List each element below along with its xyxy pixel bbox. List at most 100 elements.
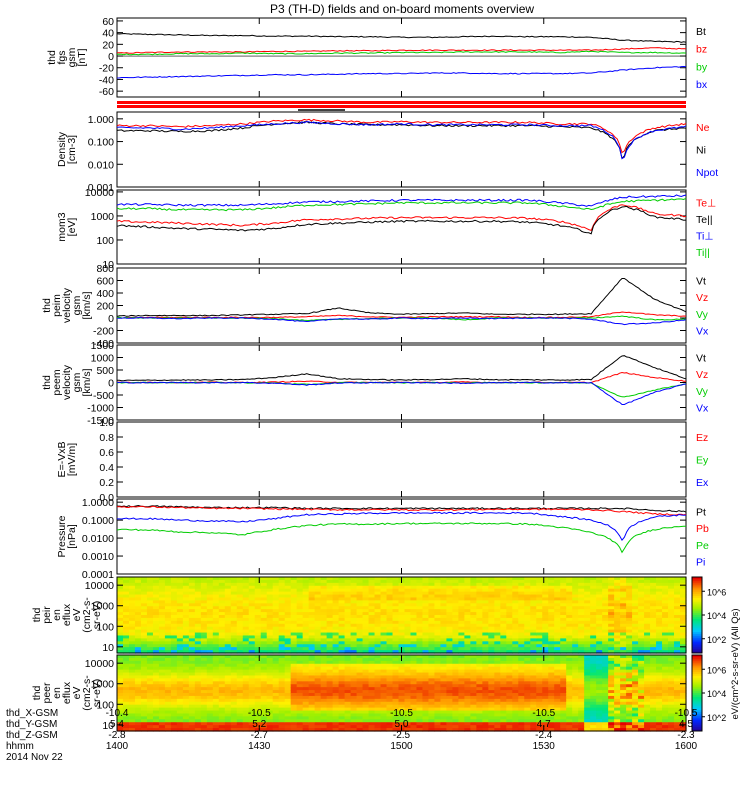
heatmap-cell xyxy=(176,701,184,706)
heatmap-cell xyxy=(374,626,382,631)
heatmap-cell xyxy=(134,606,142,610)
heatmap-cell xyxy=(230,701,238,706)
heatmap-cell xyxy=(572,722,579,726)
heatmap-cell xyxy=(368,695,376,700)
heatmap-cell xyxy=(248,615,256,619)
heatmap-cell xyxy=(158,687,166,691)
heatmap-cell xyxy=(464,609,471,613)
heatmap-cell xyxy=(278,585,286,590)
heatmap-cell xyxy=(128,693,136,697)
heatmap-cell xyxy=(410,660,418,665)
y-tick-label: 0.001 xyxy=(88,182,114,194)
heatmap-cell xyxy=(440,623,448,628)
heatmap-cell xyxy=(158,582,166,587)
heatmap-cell xyxy=(332,675,340,679)
heatmap-cell xyxy=(242,722,250,726)
heatmap-cell xyxy=(284,585,292,590)
heatmap-cell xyxy=(386,669,394,674)
heatmap-cell xyxy=(524,725,531,729)
heatmap-cell xyxy=(218,695,226,700)
heatmap-cell xyxy=(200,638,208,642)
heatmap-cell xyxy=(380,617,388,622)
heatmap-cell xyxy=(272,603,280,607)
colorbar-cell xyxy=(692,643,702,646)
heatmap-cell xyxy=(386,623,394,628)
heatmap-cell xyxy=(488,722,495,726)
heatmap-cell xyxy=(368,701,376,706)
heatmap-cell xyxy=(482,684,489,688)
heatmap-cell xyxy=(302,617,310,622)
heatmap-cell xyxy=(584,704,591,709)
heatmap-cell xyxy=(326,657,334,662)
heatmap-cell xyxy=(446,594,454,599)
heatmap-cell xyxy=(566,681,573,685)
heatmap-cell xyxy=(236,615,244,619)
heatmap-cell xyxy=(290,638,298,642)
heatmap-cell xyxy=(170,655,178,659)
heatmap-cell xyxy=(404,687,412,691)
heatmap-cell xyxy=(242,657,250,662)
heatmap-cell xyxy=(590,615,597,619)
heatmap-cell xyxy=(524,606,531,610)
heatmap-cell xyxy=(566,660,573,665)
heatmap-cell xyxy=(644,612,651,616)
heatmap-cell xyxy=(176,657,184,662)
heatmap-cell xyxy=(278,725,286,729)
heatmap-cell xyxy=(182,606,190,610)
heatmap-cell xyxy=(464,606,471,610)
heatmap-cell xyxy=(117,719,124,723)
heatmap-cell xyxy=(638,594,645,599)
heatmap-cell xyxy=(284,663,292,668)
legend-label: Bt xyxy=(696,26,706,38)
series-line-Pe xyxy=(116,522,686,554)
heatmap-cell xyxy=(218,693,226,697)
heatmap-cell xyxy=(554,666,561,671)
heatmap-cell xyxy=(458,693,465,697)
heatmap-cell xyxy=(200,617,208,622)
heatmap-cell xyxy=(122,641,130,645)
heatmap-cell xyxy=(656,588,663,593)
heatmap-cell xyxy=(164,722,172,726)
heatmap-cell xyxy=(668,620,675,625)
heatmap-cell xyxy=(596,681,603,685)
heatmap-cell xyxy=(560,672,567,677)
heatmap-cell xyxy=(392,722,400,726)
heatmap-cell xyxy=(230,672,238,677)
heatmap-cell xyxy=(386,684,394,688)
heatmap-cell xyxy=(350,600,358,604)
heatmap-cell xyxy=(548,606,555,610)
series-line-Te⊥ xyxy=(116,204,687,232)
heatmap-cell xyxy=(344,693,352,697)
y-tick-label: 500 xyxy=(96,365,114,377)
heatmap-cell xyxy=(182,644,190,648)
heatmap-cell xyxy=(428,609,436,613)
heatmap-cell xyxy=(428,582,436,587)
heatmap-cell xyxy=(584,582,591,587)
heatmap-cell xyxy=(542,675,549,679)
heatmap-cell xyxy=(188,620,196,625)
legend-label: Te⊥ xyxy=(696,197,716,209)
heatmap-cell xyxy=(416,632,424,637)
heatmap-cell xyxy=(152,701,160,706)
y-axis-label: eflux xyxy=(61,603,73,626)
heatmap-cell xyxy=(320,713,328,717)
heatmap-cell xyxy=(518,681,525,685)
heatmap-cell xyxy=(218,655,226,659)
heatmap-cell xyxy=(140,603,148,607)
heatmap-cell xyxy=(386,615,394,619)
heatmap-cell xyxy=(296,623,304,628)
heatmap-cell xyxy=(260,707,268,712)
y-axis-label: [nT] xyxy=(76,48,88,66)
heatmap-cell xyxy=(488,623,495,628)
heatmap-cell xyxy=(542,707,549,712)
heatmap-cell xyxy=(368,707,376,712)
heatmap-cell xyxy=(470,719,477,723)
heatmap-cell xyxy=(134,695,142,700)
heatmap-cell xyxy=(368,684,376,688)
heatmap-cell xyxy=(242,585,250,590)
heatmap-cell xyxy=(278,678,286,682)
heatmap-cell xyxy=(620,650,627,654)
heatmap-cell xyxy=(416,666,424,671)
heatmap-cell xyxy=(338,597,346,601)
heatmap-cell xyxy=(117,716,124,720)
